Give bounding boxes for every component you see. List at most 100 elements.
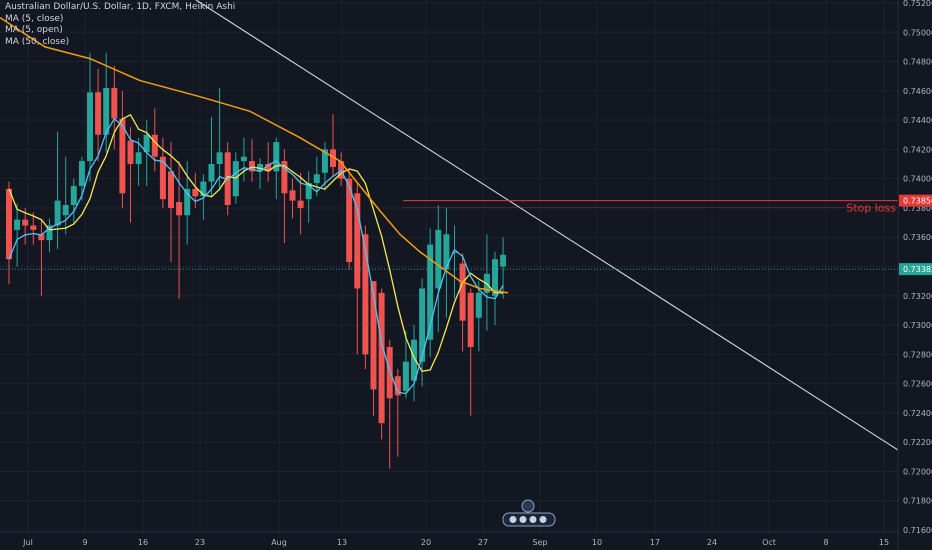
- candle-body: [451, 251, 458, 253]
- candle-down: [224, 142, 231, 216]
- candle-body: [216, 152, 223, 165]
- candle-up: [475, 281, 482, 352]
- candle-up: [500, 237, 507, 299]
- candle-body: [305, 183, 312, 200]
- candle-body: [22, 219, 29, 226]
- candle-down: [346, 169, 353, 270]
- chart-legend: Australian Dollar/U.S. Dollar, 1D, FXCM,…: [5, 2, 235, 48]
- candles-layer: [6, 52, 507, 469]
- candle-up: [257, 158, 264, 189]
- time-tick-label: 17: [650, 538, 660, 547]
- candle-body: [168, 171, 174, 208]
- stop-loss-label: Stop loss: [846, 202, 896, 215]
- candle-up: [208, 117, 215, 197]
- ma-50-close-line: [0, 16, 509, 294]
- candle-body: [500, 254, 507, 267]
- time-tick-label: Oct: [762, 538, 776, 547]
- ma-5-open-line: [8, 113, 504, 373]
- candle-body: [103, 87, 110, 135]
- time-tick-label: Aug: [271, 538, 287, 547]
- candle-up: [492, 251, 498, 326]
- candle-up: [313, 156, 320, 197]
- candle-body: [111, 87, 118, 119]
- time-tick-label: 8: [823, 538, 828, 547]
- time-tick-label: 9: [82, 538, 87, 547]
- candle-down: [111, 65, 118, 150]
- time-tick-label: 10: [592, 538, 602, 547]
- indicator-ma-5-close[interactable]: MA (5, close): [5, 13, 64, 24]
- candle-body: [151, 134, 158, 157]
- time-tick-label: 24: [707, 538, 717, 547]
- symbol-title[interactable]: Australian Dollar/U.S. Dollar, 1D, FXCM,…: [5, 2, 236, 12]
- candle-down: [459, 253, 466, 352]
- candle-body: [370, 281, 377, 390]
- candle-up: [62, 156, 69, 235]
- candle-down: [386, 339, 393, 469]
- candle-up: [14, 203, 21, 267]
- candle-body: [354, 193, 361, 289]
- candle-body: [346, 178, 353, 263]
- current-price-tag-text: 0.73382: [903, 265, 932, 274]
- candle-body: [492, 259, 498, 296]
- candle-body: [14, 219, 21, 230]
- candle-up: [216, 87, 223, 191]
- trendline-layer[interactable]: [195, 0, 899, 451]
- indicator-ma-5-open[interactable]: MA (5, open): [5, 25, 63, 35]
- candle-body: [411, 339, 417, 381]
- candle-body: [176, 202, 183, 216]
- trendline[interactable]: [195, 0, 899, 451]
- candle-body: [257, 164, 264, 172]
- current-price-tag: 0.73382: [899, 263, 932, 276]
- candle-down: [119, 90, 126, 208]
- candle-down: [38, 219, 45, 296]
- candle-down: [289, 178, 296, 219]
- candle-down: [168, 142, 174, 263]
- candle-up: [200, 174, 207, 220]
- candle-body: [200, 181, 207, 197]
- candle-down: [370, 281, 377, 416]
- candle-body: [30, 225, 37, 230]
- time-tick-label: 13: [337, 538, 347, 547]
- candle-body: [265, 164, 272, 172]
- candle-up: [103, 52, 110, 153]
- candle-down: [95, 68, 102, 162]
- candle-body: [62, 205, 69, 216]
- candle-down: [265, 142, 272, 182]
- logo-watermark: [502, 499, 556, 527]
- candle-up: [70, 178, 77, 223]
- candle-body: [135, 152, 142, 165]
- candle-body: [6, 188, 12, 260]
- candle-down: [249, 139, 255, 182]
- candle-up: [46, 218, 53, 252]
- candle-body: [87, 92, 93, 162]
- candle-body: [184, 188, 191, 216]
- candle-down: [22, 207, 29, 245]
- time-axis[interactable]: Jul 9 16 23 Aug 13 20 27 Sep 10 17 24 Oct 8 15: [0, 531, 898, 547]
- candle-body: [467, 292, 474, 348]
- candle-body: [289, 190, 296, 201]
- candle-up: [305, 171, 312, 223]
- indicator-ma-50-close[interactable]: MA (50, close): [5, 36, 70, 47]
- candle-down: [176, 161, 183, 299]
- time-tick-label: 16: [138, 538, 148, 547]
- candle-up: [427, 228, 434, 358]
- candle-body: [78, 161, 85, 186]
